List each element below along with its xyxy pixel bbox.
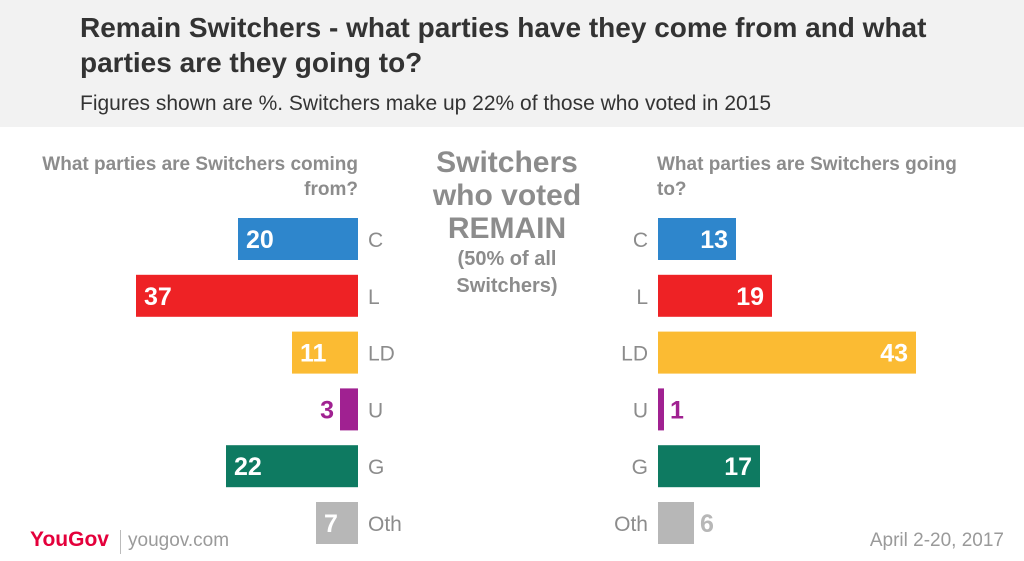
left-bar-c bbox=[238, 218, 358, 260]
left-category-ld: LD bbox=[368, 343, 395, 366]
right-category-c: C bbox=[633, 229, 648, 252]
left-value-l: 37 bbox=[144, 283, 172, 311]
chart-title: Remain Switchers - what parties have the… bbox=[80, 12, 927, 78]
left-value-ld: 11 bbox=[300, 340, 327, 368]
center-sub-2: Switchers) bbox=[456, 275, 558, 297]
left-bar-oth bbox=[316, 502, 358, 544]
left-panel-title: What parties are Switchers coming from? bbox=[42, 154, 358, 200]
center-line-3: REMAIN bbox=[447, 212, 567, 245]
left-category-c: C bbox=[368, 229, 383, 252]
right-category-g: G bbox=[632, 456, 648, 479]
left-bar-g bbox=[226, 445, 358, 488]
center-line-2: who voted bbox=[432, 179, 582, 212]
right-bar-l bbox=[658, 274, 772, 317]
right-bar-g bbox=[658, 445, 760, 488]
left-value-oth: 7 bbox=[324, 510, 338, 538]
header-band: Remain Switchers - what parties have the… bbox=[0, 0, 1024, 127]
right-category-l: L bbox=[636, 286, 648, 309]
right-bar-ld bbox=[658, 331, 916, 374]
right-category-ld: LD bbox=[621, 343, 648, 366]
right-bar-c bbox=[658, 218, 736, 260]
footer-url: yougov.com bbox=[128, 530, 230, 551]
chart-subtitle: Figures shown are %. Switchers make up 2… bbox=[80, 92, 772, 115]
left-bar-l bbox=[136, 274, 358, 317]
yougov-logo: YouGov bbox=[30, 528, 109, 551]
left-category-g: G bbox=[368, 456, 384, 479]
left-bar-u bbox=[340, 388, 358, 431]
left-bar-ld bbox=[292, 331, 358, 374]
right-value-l: 19 bbox=[736, 283, 764, 311]
left-category-oth: Oth bbox=[368, 513, 402, 536]
right-value-c: 13 bbox=[700, 226, 728, 254]
right-category-u: U bbox=[633, 399, 648, 422]
right-bar-u bbox=[658, 388, 664, 431]
right-panel-title: What parties are Switchers going to? bbox=[657, 154, 957, 200]
right-value-g: 17 bbox=[724, 453, 752, 481]
left-category-u: U bbox=[368, 399, 383, 422]
center-label: Switchers who voted REMAIN (50% of all S… bbox=[412, 146, 602, 299]
right-bar-oth bbox=[658, 502, 694, 544]
footer-date: April 2-20, 2017 bbox=[869, 530, 1004, 551]
left-value-c: 20 bbox=[246, 226, 274, 254]
center-line-1: Switchers bbox=[436, 146, 578, 179]
left-category-l: L bbox=[368, 286, 380, 309]
left-value-g: 22 bbox=[234, 453, 262, 481]
right-value-u: 1 bbox=[670, 396, 684, 424]
left-value-u: 3 bbox=[320, 396, 334, 424]
right-value-ld: 43 bbox=[880, 340, 908, 368]
right-category-oth: Oth bbox=[614, 513, 648, 536]
right-value-oth: 6 bbox=[700, 510, 714, 538]
footer-divider bbox=[120, 530, 121, 554]
center-sub-1: (50% of all bbox=[457, 248, 557, 270]
